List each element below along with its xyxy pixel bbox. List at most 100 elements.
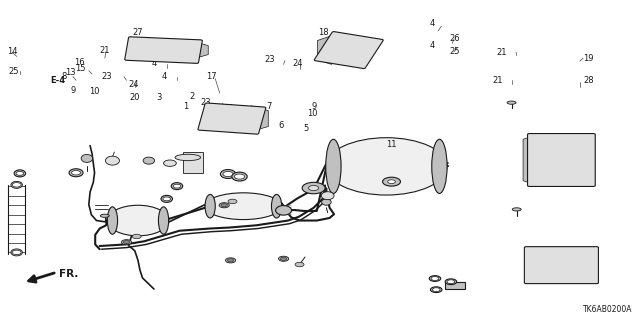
Ellipse shape [432,139,447,194]
Text: 21: 21 [493,76,503,85]
Text: 24: 24 [223,104,234,113]
Text: 23: 23 [201,98,211,107]
Text: 26: 26 [450,34,460,43]
Bar [182,152,203,173]
Text: 23: 23 [102,72,113,81]
Ellipse shape [321,199,331,205]
FancyBboxPatch shape [524,247,598,284]
Ellipse shape [445,279,457,284]
Text: 28: 28 [583,76,594,85]
Circle shape [433,288,440,292]
Polygon shape [317,36,332,64]
Circle shape [383,177,401,186]
Text: 21: 21 [100,46,110,55]
Text: 16: 16 [74,58,85,67]
Ellipse shape [108,207,118,234]
Circle shape [124,241,130,244]
Ellipse shape [205,193,282,220]
Ellipse shape [507,101,516,104]
Circle shape [295,262,304,267]
Text: 10: 10 [89,87,100,96]
Circle shape [16,172,24,175]
Circle shape [12,250,21,255]
Ellipse shape [271,195,282,218]
Text: 14: 14 [7,47,17,56]
Text: 25: 25 [8,67,19,76]
Text: 17: 17 [206,72,217,81]
Text: 22: 22 [230,106,241,115]
Ellipse shape [159,207,169,234]
Ellipse shape [164,160,176,166]
Ellipse shape [11,249,22,256]
Text: 27: 27 [132,28,143,37]
Polygon shape [186,39,208,61]
Circle shape [234,174,244,179]
Circle shape [163,197,171,201]
Text: 7: 7 [267,102,272,111]
Text: FR.: FR. [60,269,79,279]
Ellipse shape [321,192,334,200]
FancyBboxPatch shape [527,133,595,187]
Ellipse shape [106,156,120,165]
Polygon shape [523,134,537,186]
Ellipse shape [161,196,173,202]
Text: 19: 19 [583,53,594,62]
Ellipse shape [431,287,442,292]
Ellipse shape [326,139,341,194]
FancyBboxPatch shape [125,37,202,63]
Ellipse shape [69,169,83,177]
Ellipse shape [219,203,229,208]
Text: 3: 3 [156,93,162,102]
Circle shape [72,171,81,175]
Text: E-4: E-4 [51,76,66,85]
Ellipse shape [276,205,292,215]
FancyBboxPatch shape [198,103,266,134]
Ellipse shape [429,276,441,281]
Text: 9: 9 [71,86,76,95]
Text: 11: 11 [387,140,397,149]
Text: 23: 23 [265,55,275,64]
Text: 10: 10 [308,109,318,118]
Text: 24: 24 [292,59,303,68]
Ellipse shape [225,258,236,263]
Text: 20: 20 [129,93,140,102]
Text: 4: 4 [161,72,167,81]
Ellipse shape [172,183,182,190]
Text: 24: 24 [129,80,139,89]
Ellipse shape [122,240,132,245]
Circle shape [302,182,325,194]
Circle shape [228,199,237,204]
Text: 25: 25 [450,47,460,56]
Circle shape [221,204,227,207]
Ellipse shape [14,170,26,177]
Ellipse shape [175,154,200,161]
Ellipse shape [232,172,247,181]
Circle shape [173,184,180,188]
Text: 1: 1 [183,102,189,111]
Ellipse shape [81,155,93,162]
Ellipse shape [326,138,447,195]
Bar [445,282,465,289]
Circle shape [388,180,396,184]
Text: 2: 2 [189,92,195,101]
Circle shape [223,172,233,177]
Ellipse shape [143,157,155,164]
Circle shape [280,257,287,260]
Text: 12: 12 [207,108,218,117]
Circle shape [132,234,141,239]
Polygon shape [251,106,268,131]
Text: 6: 6 [278,121,284,130]
Text: 18: 18 [319,28,329,37]
Text: 4: 4 [429,41,435,51]
Circle shape [308,186,319,191]
Text: 13: 13 [65,68,76,77]
Ellipse shape [278,256,289,261]
Circle shape [227,259,234,262]
Ellipse shape [512,208,521,211]
Ellipse shape [205,195,215,218]
Circle shape [12,183,21,187]
Text: 4: 4 [152,59,157,68]
Ellipse shape [100,214,109,217]
Text: 15: 15 [75,64,86,73]
Ellipse shape [220,170,236,179]
